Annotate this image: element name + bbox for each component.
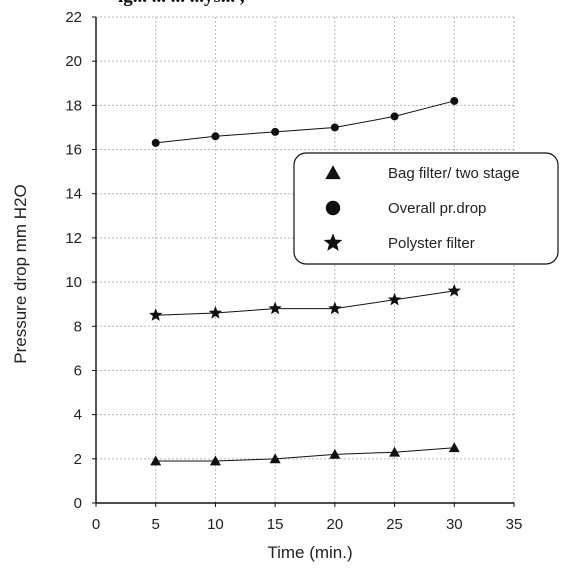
x-tick-label: 10 <box>207 516 224 533</box>
data-point-star <box>149 308 163 321</box>
y-tick-label: 20 <box>65 53 82 70</box>
y-tick-label: 10 <box>65 274 82 291</box>
data-point-triangle <box>448 442 460 453</box>
y-tick-label: 18 <box>65 97 82 114</box>
y-tick-label: 14 <box>65 186 82 203</box>
data-point-circle <box>211 132 220 141</box>
legend-marker-triangle <box>325 165 341 180</box>
y-tick-label: 6 <box>74 362 82 379</box>
data-point-star <box>208 306 223 319</box>
data-point-circle <box>271 127 280 136</box>
series-group <box>149 96 461 466</box>
data-point-triangle <box>150 455 162 466</box>
data-point-circle <box>390 112 399 121</box>
series-star <box>149 283 461 321</box>
axes <box>92 16 515 507</box>
y-tick-label: 2 <box>74 451 82 468</box>
x-tick-label: 5 <box>152 516 160 533</box>
y-tick-label: 16 <box>65 142 82 159</box>
series-line <box>155 447 455 462</box>
data-point-triangle <box>269 453 281 464</box>
data-point-triangle <box>329 448 341 459</box>
data-point-star <box>387 292 402 306</box>
x-tick-label: 35 <box>506 516 523 533</box>
data-point-triangle <box>209 455 221 466</box>
series-line <box>155 100 455 144</box>
data-point-circle <box>151 138 160 147</box>
y-tick-label: 4 <box>74 407 82 424</box>
data-point-star <box>328 301 342 315</box>
data-point-circle <box>450 96 459 105</box>
x-tick-label: 20 <box>327 516 344 533</box>
y-axis-label: Pressure drop mm H2O <box>11 184 30 364</box>
data-point-triangle <box>389 446 401 457</box>
y-tick-label: 0 <box>74 495 82 512</box>
series-triangle <box>150 442 460 466</box>
data-point-circle <box>330 123 339 132</box>
x-tick-label: 0 <box>92 516 100 533</box>
series-line <box>155 290 455 316</box>
x-tick-label: 25 <box>386 516 403 533</box>
legend-label: Overall pr.drop <box>388 200 486 217</box>
x-tick-label: 30 <box>446 516 463 533</box>
legend: Bag filter/ two stage Overall pr.drop Poly… <box>293 152 559 265</box>
data-point-star <box>447 283 461 297</box>
legend-marker-circle <box>325 200 341 216</box>
y-tick-label: 12 <box>65 230 82 247</box>
series-circle <box>151 96 459 147</box>
legend-label: Polyster filter <box>388 235 475 252</box>
x-tick-label: 15 <box>267 516 284 533</box>
data-point-star <box>268 301 282 315</box>
tick-labels: 0 5 10 15 20 25 30 35 0 2 4 6 8 10 12 14 16 18 20 22 <box>65 9 522 533</box>
y-tick-label: 8 <box>74 318 82 335</box>
legend-label: Bag filter/ two stage <box>388 165 520 182</box>
legend-marker-star <box>323 233 343 251</box>
legend-box <box>293 152 559 265</box>
x-axis-label: Time (min.) <box>267 543 352 562</box>
figure-caption-fragment: ig... ... ... ...ys... , <box>118 0 518 8</box>
y-tick-label: 22 <box>65 9 82 26</box>
